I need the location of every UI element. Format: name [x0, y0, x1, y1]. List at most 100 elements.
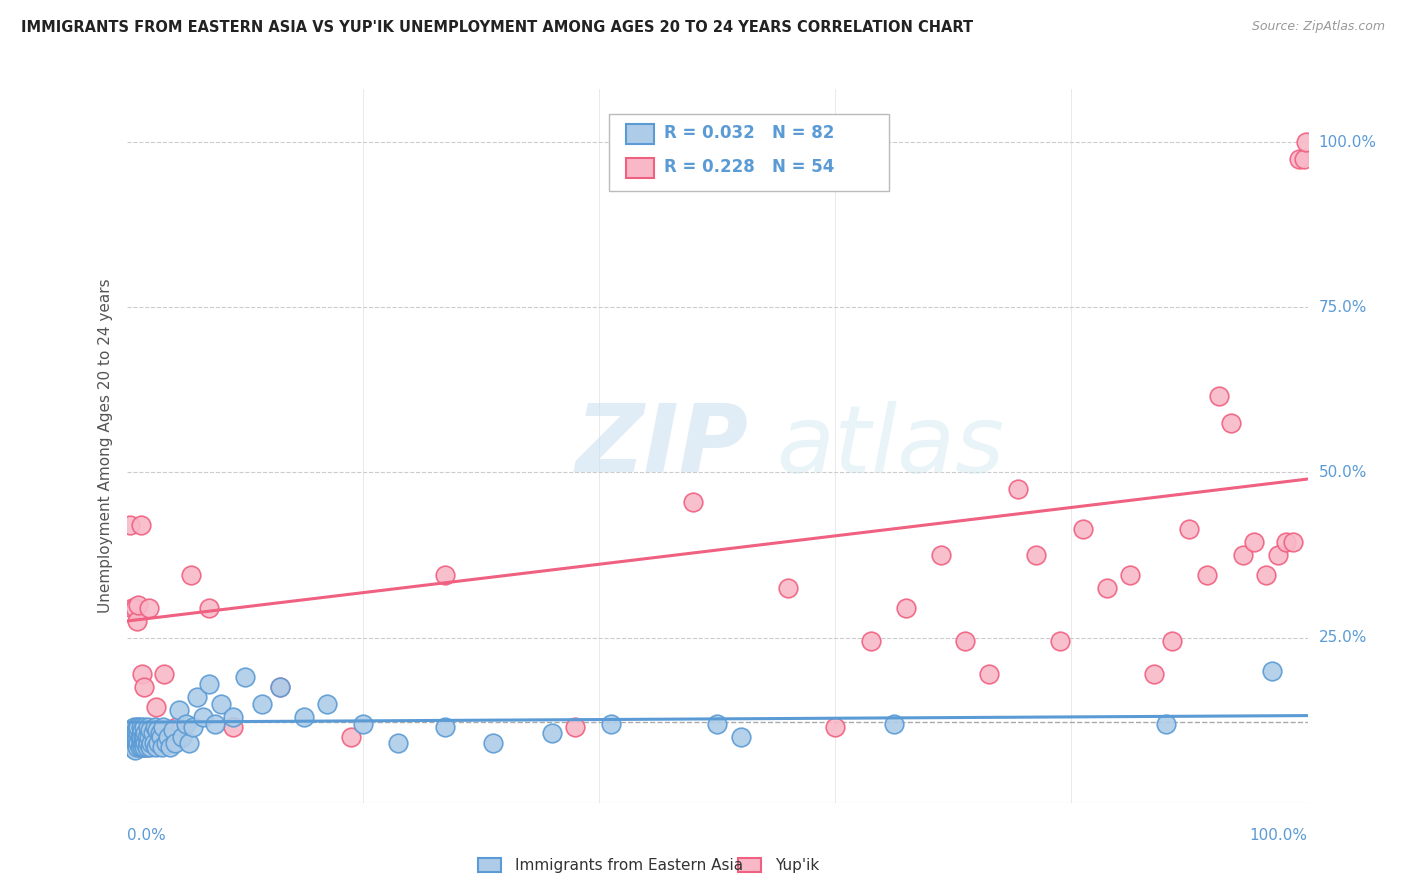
- Point: [1007, 482, 1029, 496]
- Point: [1256, 567, 1278, 582]
- Point: [198, 677, 221, 691]
- Point: [233, 670, 256, 684]
- Text: 100.0%: 100.0%: [1250, 828, 1308, 843]
- Point: [121, 600, 143, 615]
- Point: [1160, 634, 1182, 648]
- Point: [1025, 548, 1047, 562]
- Point: [125, 730, 148, 744]
- Text: 75.0%: 75.0%: [1319, 300, 1367, 315]
- Text: ZIP: ZIP: [575, 400, 748, 492]
- Point: [135, 739, 157, 754]
- Point: [128, 739, 150, 754]
- Point: [824, 720, 846, 734]
- Text: Yup'ik: Yup'ik: [775, 858, 818, 872]
- Point: [122, 720, 145, 734]
- Point: [181, 720, 204, 734]
- Point: [953, 634, 976, 648]
- Point: [125, 736, 148, 750]
- Point: [1275, 534, 1298, 549]
- Point: [198, 600, 221, 615]
- Point: [129, 720, 152, 734]
- Point: [894, 600, 917, 615]
- Point: [124, 743, 146, 757]
- Point: [1071, 522, 1094, 536]
- Point: [118, 730, 141, 744]
- Point: [155, 736, 177, 750]
- Point: [150, 739, 173, 754]
- Text: Source: ZipAtlas.com: Source: ZipAtlas.com: [1251, 20, 1385, 33]
- Point: [131, 739, 153, 754]
- Point: [1197, 567, 1219, 582]
- Point: [387, 736, 409, 750]
- Text: 25.0%: 25.0%: [1319, 630, 1367, 645]
- Point: [121, 726, 143, 740]
- Point: [134, 720, 156, 734]
- Point: [134, 730, 156, 744]
- Point: [138, 600, 160, 615]
- Point: [340, 730, 363, 744]
- Point: [352, 716, 374, 731]
- Point: [135, 730, 157, 744]
- Point: [1232, 548, 1254, 562]
- Point: [434, 567, 457, 582]
- Point: [145, 739, 167, 754]
- Text: R = 0.228   N = 54: R = 0.228 N = 54: [664, 158, 834, 176]
- Point: [145, 700, 167, 714]
- Point: [599, 716, 621, 731]
- Point: [134, 739, 156, 754]
- Point: [1208, 389, 1230, 403]
- Point: [222, 710, 245, 724]
- Point: [153, 667, 176, 681]
- Point: [165, 720, 187, 734]
- Point: [167, 703, 190, 717]
- Point: [156, 730, 179, 744]
- Point: [1119, 567, 1142, 582]
- Point: [292, 710, 315, 724]
- Point: [124, 730, 146, 744]
- Point: [122, 736, 145, 750]
- Point: [120, 518, 142, 533]
- Text: R = 0.032   N = 82: R = 0.032 N = 82: [664, 124, 834, 142]
- Point: [129, 730, 152, 744]
- Text: 0.0%: 0.0%: [127, 828, 166, 843]
- Point: [1143, 667, 1166, 681]
- Point: [174, 716, 197, 731]
- Point: [1295, 135, 1317, 149]
- Point: [316, 697, 339, 711]
- Point: [125, 739, 148, 754]
- Point: [540, 726, 562, 740]
- Point: [131, 723, 153, 738]
- Point: [1282, 534, 1305, 549]
- Point: [706, 716, 728, 731]
- Point: [142, 736, 165, 750]
- Point: [143, 720, 166, 734]
- Point: [127, 720, 149, 734]
- Point: [146, 723, 169, 738]
- Point: [149, 730, 172, 744]
- Point: [179, 736, 201, 750]
- Point: [1219, 416, 1241, 430]
- Point: [1288, 152, 1310, 166]
- Point: [252, 697, 274, 711]
- Point: [125, 723, 148, 738]
- Point: [136, 720, 159, 734]
- Point: [1178, 522, 1201, 536]
- Point: [127, 614, 149, 628]
- Text: IMMIGRANTS FROM EASTERN ASIA VS YUP'IK UNEMPLOYMENT AMONG AGES 20 TO 24 YEARS CO: IMMIGRANTS FROM EASTERN ASIA VS YUP'IK U…: [21, 20, 973, 35]
- Point: [1049, 634, 1071, 648]
- Text: atlas: atlas: [776, 401, 1004, 491]
- Point: [1267, 548, 1289, 562]
- Point: [128, 739, 150, 754]
- Point: [129, 736, 152, 750]
- Point: [138, 730, 160, 744]
- Point: [159, 739, 181, 754]
- Point: [131, 667, 153, 681]
- Text: Immigrants from Eastern Asia: Immigrants from Eastern Asia: [515, 858, 742, 872]
- Point: [149, 726, 172, 740]
- Point: [269, 680, 291, 694]
- Point: [209, 697, 232, 711]
- Point: [124, 600, 146, 615]
- Point: [180, 567, 202, 582]
- Point: [776, 581, 799, 595]
- Point: [1154, 716, 1177, 731]
